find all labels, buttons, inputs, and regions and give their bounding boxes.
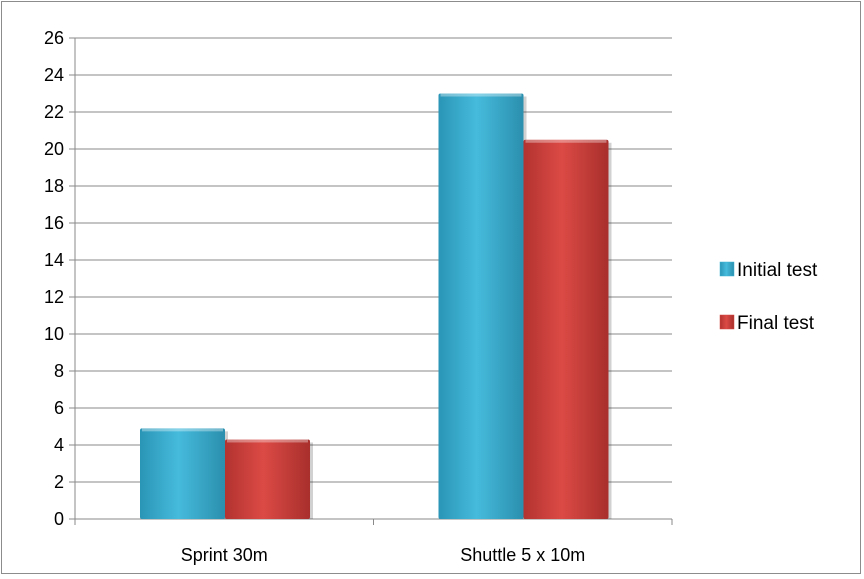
legend-item: Initial test: [719, 260, 818, 281]
y-tick-label: 24: [44, 65, 64, 85]
bar-highlight: [440, 93, 522, 97]
bar-initial-test: [140, 428, 225, 519]
y-tick-label: 22: [44, 102, 64, 122]
y-tick-label: 26: [44, 28, 64, 48]
legend: Initial test Final test: [719, 260, 818, 334]
y-tick-label: 16: [44, 213, 64, 233]
legend-label: Initial test: [737, 260, 818, 281]
x-tick-label: Shuttle 5 x 10m: [460, 545, 585, 565]
bar-final-test: [225, 439, 310, 519]
legend-item: Final test: [719, 313, 815, 334]
y-tick-label: 0: [54, 509, 64, 529]
legend-swatch: [719, 261, 735, 277]
bar-highlight: [525, 139, 607, 143]
bar-highlight: [142, 428, 223, 432]
y-tick-label: 2: [54, 472, 64, 492]
y-tick-label: 8: [54, 361, 64, 381]
legend-swatch: [719, 314, 735, 330]
bar-final-test: [523, 139, 609, 519]
y-tick-label: 18: [44, 176, 64, 196]
y-tick-label: 10: [44, 324, 64, 344]
legend-label: Final test: [737, 313, 815, 334]
x-tick-label: Sprint 30m: [181, 545, 268, 565]
bar-highlight: [227, 439, 308, 443]
bar-initial-test: [438, 93, 524, 519]
y-tick-label: 12: [44, 287, 64, 307]
bars: [140, 93, 612, 519]
y-tick-label: 6: [54, 398, 64, 418]
y-tick-label: 14: [44, 250, 64, 270]
y-tick-label: 4: [54, 435, 64, 455]
y-tick-label: 20: [44, 139, 64, 159]
